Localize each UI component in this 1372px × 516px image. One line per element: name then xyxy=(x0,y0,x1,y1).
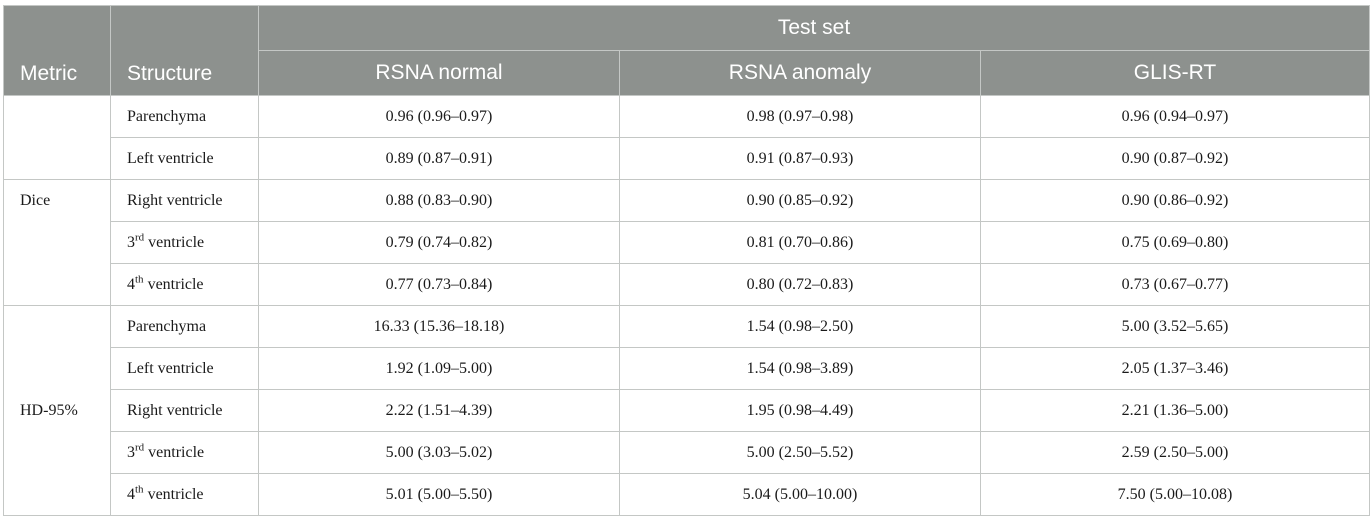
value-cell: 0.88 (0.83–0.90) xyxy=(258,179,620,222)
metric-cell xyxy=(3,95,111,138)
table-row: 4th ventricle 0.77 (0.73–0.84) 0.80 (0.7… xyxy=(3,263,1371,306)
table-row: 3rd ventricle 0.79 (0.74–0.82) 0.81 (0.7… xyxy=(3,221,1371,264)
value-cell: 0.90 (0.86–0.92) xyxy=(979,179,1371,222)
metric-cell: HD-95% xyxy=(3,389,111,432)
metric-cell xyxy=(3,347,111,390)
value-cell: 1.92 (1.09–5.00) xyxy=(258,347,620,390)
structure-cell: Right ventricle xyxy=(110,179,259,222)
structure-cell: 3rd ventricle xyxy=(110,221,259,264)
value-cell: 5.00 (3.52–5.65) xyxy=(979,305,1371,348)
value-cell: 0.91 (0.87–0.93) xyxy=(619,137,981,180)
metric-cell xyxy=(3,221,111,264)
structure-cell: 3rd ventricle xyxy=(110,431,259,474)
structure-cell: Right ventricle xyxy=(110,389,259,432)
structure-cell: Left ventricle xyxy=(110,347,259,390)
structure-ordinal: rd xyxy=(135,441,145,454)
table-row: 3rd ventricle 5.00 (3.03–5.02) 5.00 (2.5… xyxy=(3,431,1371,474)
value-cell: 0.79 (0.74–0.82) xyxy=(258,221,620,264)
table-row: Dice Right ventricle 0.88 (0.83–0.90) 0.… xyxy=(3,179,1371,222)
value-cell: 1.54 (0.98–2.50) xyxy=(619,305,981,348)
structure-number: 3 xyxy=(127,443,135,461)
value-cell: 0.90 (0.87–0.92) xyxy=(979,137,1371,180)
metric-cell xyxy=(3,305,111,348)
structure-ordinal: th xyxy=(135,483,144,496)
value-cell: 0.90 (0.85–0.92) xyxy=(619,179,981,222)
metric-cell xyxy=(3,473,111,516)
value-cell: 1.54 (0.98–3.89) xyxy=(619,347,981,390)
header-structure: Structure xyxy=(110,5,259,96)
metric-cell: Dice xyxy=(3,179,111,222)
structure-number: 4 xyxy=(127,485,135,503)
value-cell: 0.96 (0.94–0.97) xyxy=(979,95,1371,138)
value-cell: 5.00 (2.50–5.52) xyxy=(619,431,981,474)
value-cell: 0.81 (0.70–0.86) xyxy=(619,221,981,264)
structure-label: ventricle xyxy=(143,275,204,293)
header-col-rsna-normal: RSNA normal xyxy=(258,50,620,96)
value-cell: 7.50 (5.00–10.08) xyxy=(979,473,1371,516)
table-row: HD-95% Right ventricle 2.22 (1.51–4.39) … xyxy=(3,389,1371,432)
structure-label: ventricle xyxy=(143,485,204,503)
structure-label: ventricle xyxy=(144,233,205,251)
results-table: Metric Structure Test set RSNA normal RS… xyxy=(3,5,1371,516)
structure-cell: Left ventricle xyxy=(110,137,259,180)
value-cell: 5.01 (5.00–5.50) xyxy=(258,473,620,516)
structure-cell: Parenchyma xyxy=(110,305,259,348)
table-row: Parenchyma 0.96 (0.96–0.97) 0.98 (0.97–0… xyxy=(3,95,1371,138)
structure-cell: Parenchyma xyxy=(110,95,259,138)
value-cell: 16.33 (15.36–18.18) xyxy=(258,305,620,348)
table-row: Parenchyma 16.33 (15.36–18.18) 1.54 (0.9… xyxy=(3,305,1371,348)
header-col-glis-rt: GLIS-RT xyxy=(979,50,1371,96)
structure-number: 4 xyxy=(127,275,135,293)
value-cell: 0.73 (0.67–0.77) xyxy=(979,263,1371,306)
metric-cell xyxy=(3,431,111,474)
value-cell: 1.95 (0.98–4.49) xyxy=(619,389,981,432)
value-cell: 2.22 (1.51–4.39) xyxy=(258,389,620,432)
value-cell: 5.00 (3.03–5.02) xyxy=(258,431,620,474)
value-cell: 0.89 (0.87–0.91) xyxy=(258,137,620,180)
value-cell: 2.05 (1.37–3.46) xyxy=(979,347,1371,390)
structure-cell: 4th ventricle xyxy=(110,473,259,516)
metric-cell xyxy=(3,263,111,306)
structure-ordinal: rd xyxy=(135,231,145,244)
metric-cell xyxy=(3,137,111,180)
header-metric: Metric xyxy=(3,5,111,96)
value-cell: 0.77 (0.73–0.84) xyxy=(258,263,620,306)
value-cell: 2.21 (1.36–5.00) xyxy=(979,389,1371,432)
value-cell: 2.59 (2.50–5.00) xyxy=(979,431,1371,474)
value-cell: 0.80 (0.72–0.83) xyxy=(619,263,981,306)
table-row: Left ventricle 1.92 (1.09–5.00) 1.54 (0.… xyxy=(3,347,1371,390)
table-row: 4th ventricle 5.01 (5.00–5.50) 5.04 (5.0… xyxy=(3,473,1371,516)
structure-cell: 4th ventricle xyxy=(110,263,259,306)
table-row: Left ventricle 0.89 (0.87–0.91) 0.91 (0.… xyxy=(3,137,1371,180)
structure-number: 3 xyxy=(127,233,135,251)
structure-ordinal: th xyxy=(135,273,144,286)
header-col-rsna-anomaly: RSNA anomaly xyxy=(619,50,981,96)
structure-label: ventricle xyxy=(144,443,205,461)
header-test-set: Test set xyxy=(257,5,1371,51)
value-cell: 0.96 (0.96–0.97) xyxy=(258,95,620,138)
value-cell: 5.04 (5.00–10.00) xyxy=(619,473,981,516)
value-cell: 0.75 (0.69–0.80) xyxy=(979,221,1371,264)
value-cell: 0.98 (0.97–0.98) xyxy=(619,95,981,138)
